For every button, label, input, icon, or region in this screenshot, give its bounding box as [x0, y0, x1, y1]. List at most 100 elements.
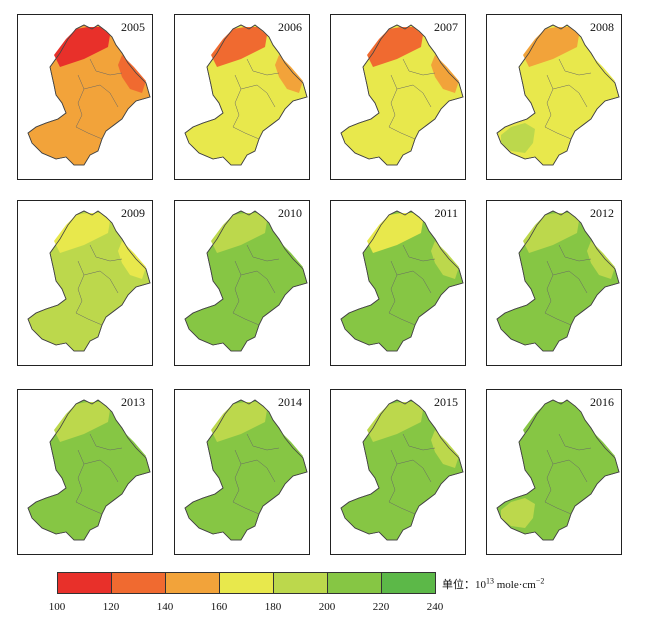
panel-year-label: 2010 — [278, 206, 302, 220]
north-subregion — [523, 402, 579, 442]
province-border — [402, 58, 436, 76]
region-outline — [184, 24, 308, 166]
province-border — [232, 312, 260, 326]
legend-tick-label: 220 — [372, 601, 390, 613]
province-border — [246, 244, 280, 262]
south-subregion — [189, 498, 223, 528]
region-outline — [340, 210, 464, 352]
province-border — [75, 260, 85, 314]
map-panel: 2016 — [486, 389, 622, 555]
region-map — [184, 399, 308, 541]
province-border — [544, 449, 554, 503]
province-border — [544, 74, 554, 128]
province-border — [552, 459, 588, 483]
province-border — [75, 449, 85, 503]
province-border — [552, 84, 588, 108]
province-border — [232, 449, 242, 503]
east-subregion — [431, 430, 459, 468]
region-map — [340, 399, 464, 541]
legend-color-box — [57, 572, 112, 594]
province-border — [240, 84, 276, 108]
east-subregion — [275, 55, 303, 93]
legend-tick-label: 100 — [48, 601, 66, 613]
east-subregion — [587, 241, 615, 279]
map-panel: 2013 — [17, 389, 153, 555]
panel-year-label: 2014 — [278, 395, 302, 409]
province-border — [75, 126, 103, 140]
province-border — [89, 433, 123, 451]
east-subregion — [587, 55, 615, 93]
province-border — [558, 244, 592, 262]
east-subregion — [587, 430, 615, 468]
panel-year-label: 2013 — [121, 395, 145, 409]
north-subregion — [211, 402, 267, 442]
north-subregion — [523, 213, 579, 253]
province-border — [83, 459, 119, 483]
map-panel: 2009 — [17, 200, 153, 366]
map-panel: 2014 — [174, 389, 310, 555]
province-border — [75, 312, 103, 326]
legend-tick-label: 140 — [156, 601, 174, 613]
province-border — [544, 260, 554, 314]
south-subregion — [501, 123, 535, 153]
province-border — [232, 260, 242, 314]
region-map — [27, 24, 151, 166]
province-border — [396, 270, 432, 294]
north-subregion — [367, 27, 423, 67]
panel-year-label: 2011 — [434, 206, 458, 220]
region-map — [496, 399, 620, 541]
region-outline — [496, 399, 620, 541]
province-border — [558, 433, 592, 451]
north-subregion — [211, 27, 267, 67]
province-border — [232, 126, 260, 140]
legend-color-box — [381, 572, 436, 594]
province-border — [544, 501, 572, 515]
east-subregion — [118, 241, 146, 279]
province-border — [246, 58, 280, 76]
province-border — [240, 459, 276, 483]
province-border — [83, 270, 119, 294]
panel-year-label: 2015 — [434, 395, 458, 409]
map-panel: 2015 — [330, 389, 466, 555]
legend-color-box — [111, 572, 166, 594]
map-panel: 2011 — [330, 200, 466, 366]
region-map — [496, 24, 620, 166]
north-subregion — [367, 402, 423, 442]
region-map — [340, 210, 464, 352]
south-subregion — [345, 123, 379, 153]
panel-year-label: 2016 — [590, 395, 614, 409]
region-outline — [340, 399, 464, 541]
south-subregion — [32, 123, 66, 153]
north-subregion — [367, 213, 423, 253]
map-panel: 2006 — [174, 14, 310, 180]
map-panel: 2008 — [486, 14, 622, 180]
north-subregion — [54, 213, 110, 253]
legend-unit: 单位：1013 mole·cm−2 — [442, 576, 545, 591]
south-subregion — [32, 309, 66, 339]
region-outline — [184, 210, 308, 352]
panel-year-label: 2009 — [121, 206, 145, 220]
east-subregion — [118, 430, 146, 468]
panel-year-label: 2008 — [590, 20, 614, 34]
region-outline — [27, 210, 151, 352]
north-subregion — [523, 27, 579, 67]
south-subregion — [32, 498, 66, 528]
region-map — [27, 210, 151, 352]
map-panel: 2007 — [330, 14, 466, 180]
region-map — [496, 210, 620, 352]
legend-tick-label: 180 — [264, 601, 282, 613]
province-border — [396, 459, 432, 483]
region-map — [184, 24, 308, 166]
panel-year-label: 2012 — [590, 206, 614, 220]
province-border — [89, 244, 123, 262]
province-border — [232, 74, 242, 128]
north-subregion — [54, 402, 110, 442]
province-border — [240, 270, 276, 294]
south-subregion — [345, 498, 379, 528]
east-subregion — [431, 55, 459, 93]
legend-color-box — [273, 572, 328, 594]
region-outline — [496, 210, 620, 352]
east-subregion — [275, 241, 303, 279]
province-border — [388, 449, 398, 503]
province-border — [544, 126, 572, 140]
